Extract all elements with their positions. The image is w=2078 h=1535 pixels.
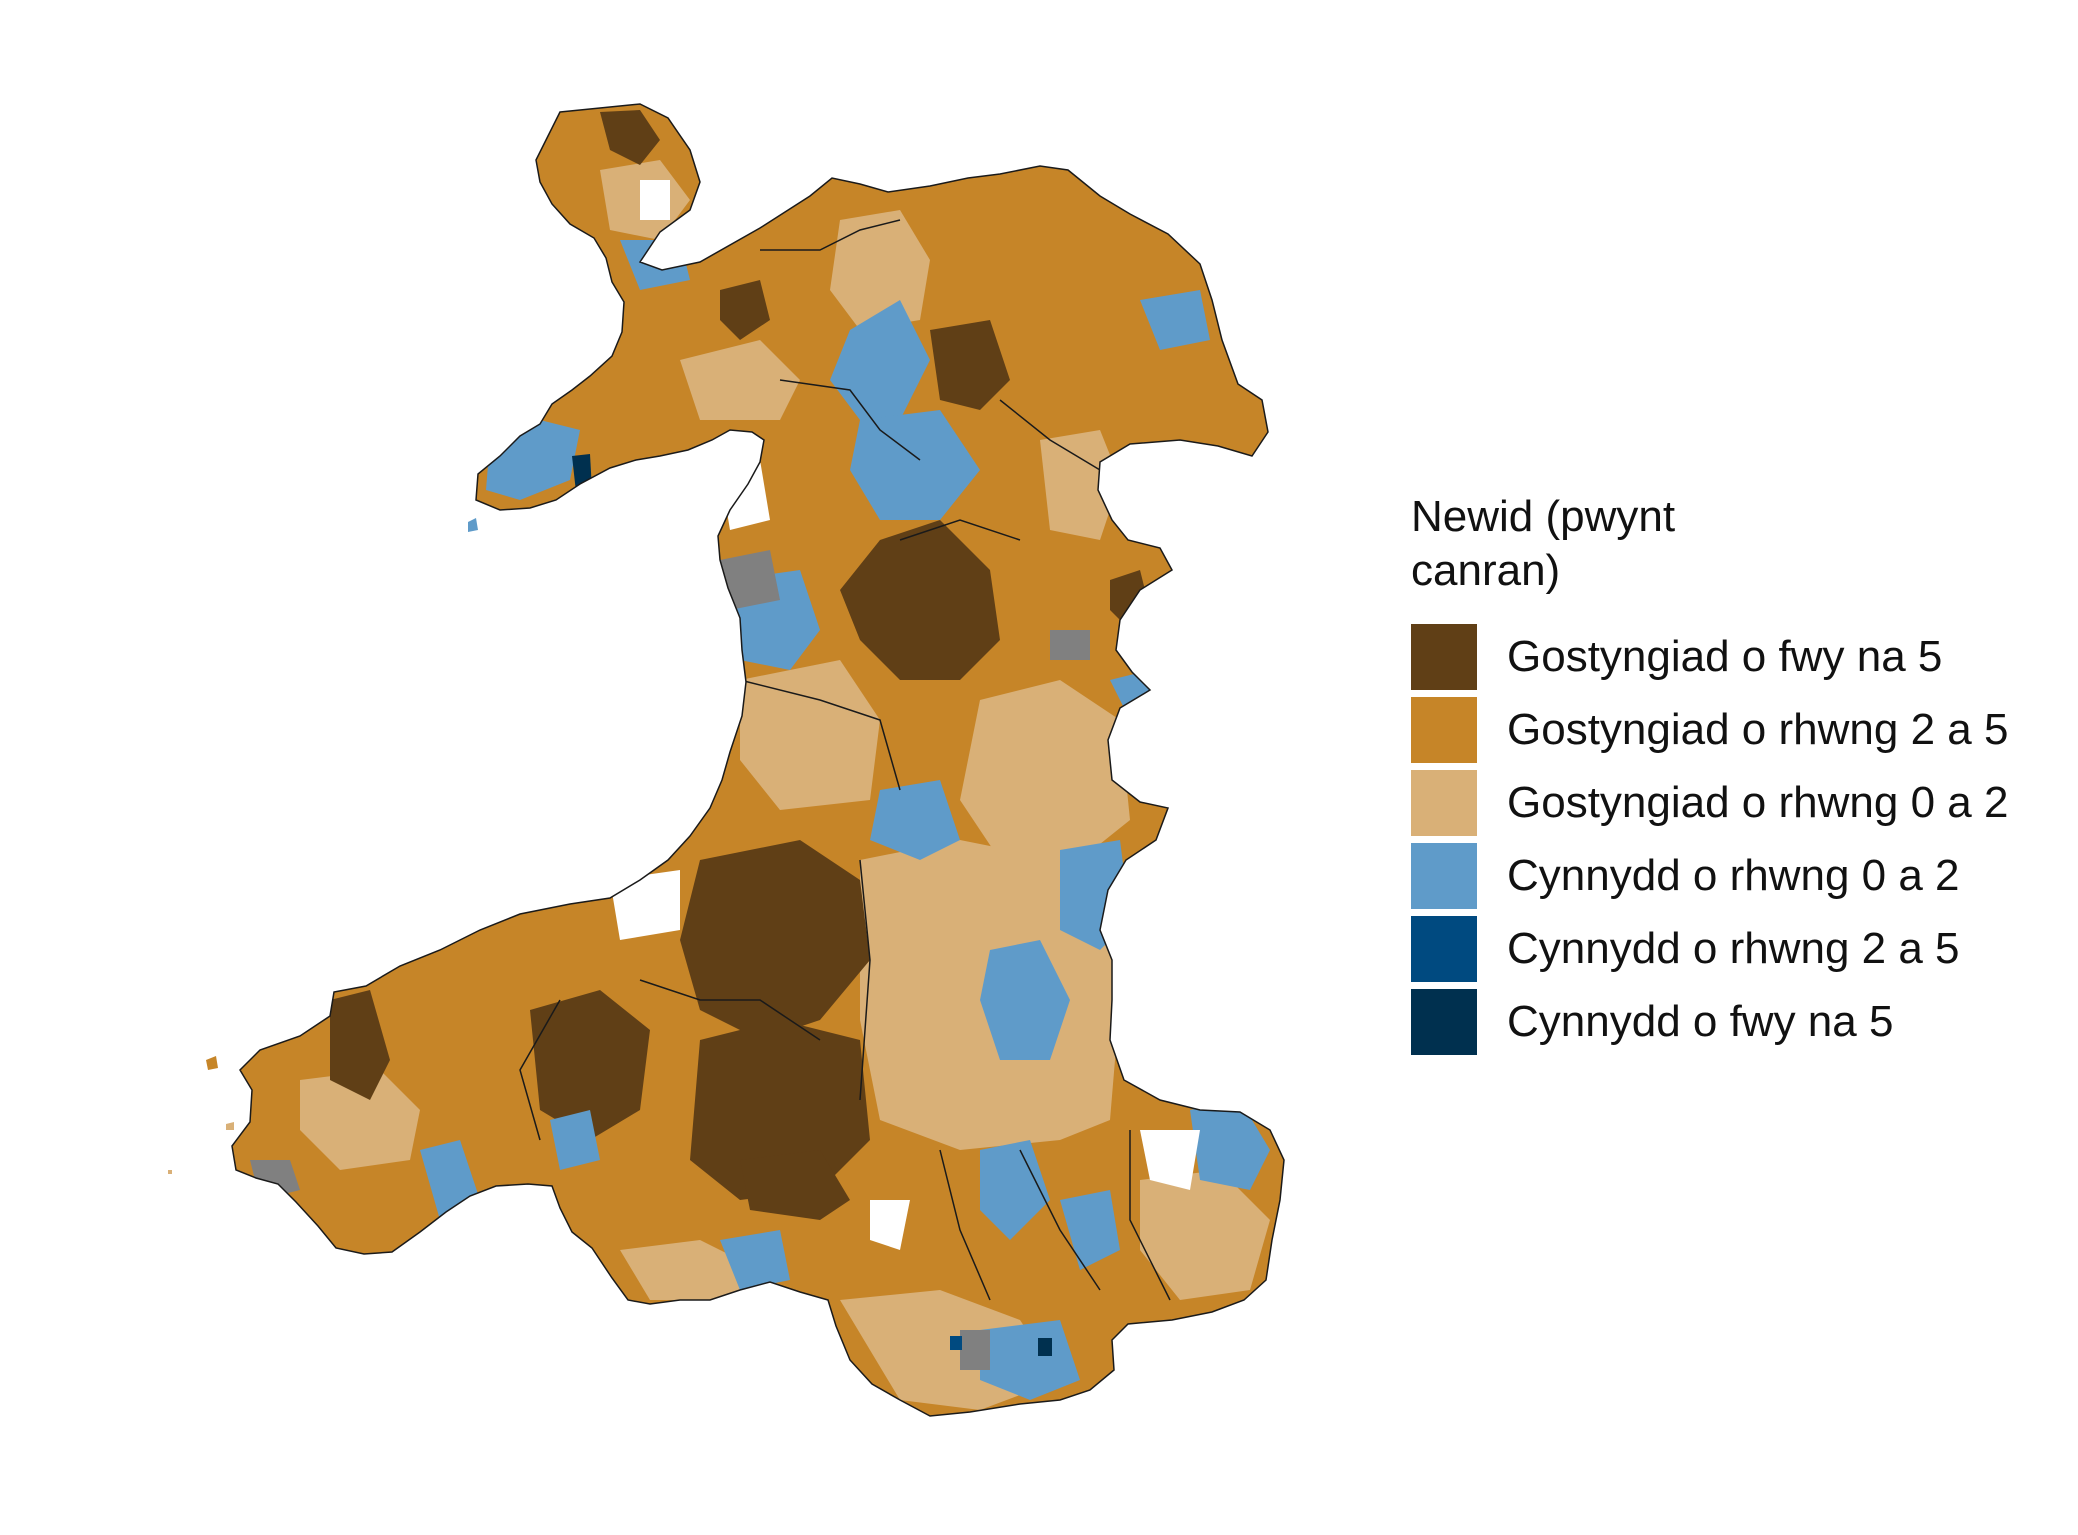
region-grey-1 xyxy=(720,550,780,610)
legend-label: Gostyngiad o rhwng 0 a 2 xyxy=(1507,777,2009,827)
region-gower xyxy=(620,1240,760,1300)
region-abergavenny-blue xyxy=(1190,1100,1270,1190)
region-pembroke-northwest xyxy=(330,990,390,1100)
region-navy-3 xyxy=(950,1336,962,1350)
region-white-3 xyxy=(1140,1130,1200,1190)
region-fishguard-blue xyxy=(550,1110,600,1170)
legend-swatch xyxy=(1411,696,1477,763)
legend-label: Cynnydd o fwy na 5 xyxy=(1507,996,1894,1046)
region-pembroke-north xyxy=(530,990,650,1140)
region-white-4 xyxy=(870,1200,910,1250)
region-neath xyxy=(740,1150,850,1220)
region-mid-east xyxy=(960,680,1130,860)
legend-swatch xyxy=(1411,915,1477,982)
region-pembroke-west xyxy=(300,1070,420,1170)
region-snowdonia xyxy=(720,280,770,340)
legend-item: Cynnydd o rhwng 2 a 5 xyxy=(1411,912,2051,985)
region-cardiff-blue xyxy=(980,1320,1080,1400)
legend-item: Cynnydd o fwy na 5 xyxy=(1411,985,2051,1058)
legend-label: Gostyngiad o rhwng 2 a 5 xyxy=(1507,704,2009,754)
region-white-5 xyxy=(640,180,670,220)
legend-title: Newid (pwynt canran) xyxy=(1411,492,1676,595)
region-flint-blue xyxy=(1140,290,1210,350)
authority-borders xyxy=(519,219,1171,1301)
region-white-2 xyxy=(610,870,680,940)
legend-item: Cynnydd o rhwng 0 a 2 xyxy=(1411,839,2051,912)
legend-swatch xyxy=(1411,988,1477,1055)
region-north-central xyxy=(830,210,930,330)
legend-label: Gostyngiad o fwy na 5 xyxy=(1507,631,1943,681)
region-monmouth xyxy=(1140,1170,1270,1300)
legend-item: Gostyngiad o rhwng 0 a 2 xyxy=(1411,766,2051,839)
legend-swatch xyxy=(1411,842,1477,909)
region-bala-blue xyxy=(850,410,980,520)
region-navy-2 xyxy=(1038,1338,1052,1356)
legend-item: Gostyngiad o fwy na 5 xyxy=(1411,620,2051,693)
island-skomer xyxy=(226,1122,234,1130)
legend-label: Cynnydd o rhwng 2 a 5 xyxy=(1507,923,1960,973)
island-ramsey xyxy=(206,1056,218,1070)
legend-item: Gostyngiad o rhwng 2 a 5 xyxy=(1411,693,2051,766)
region-newtown-blue xyxy=(1060,840,1130,950)
region-machynlleth-blue xyxy=(870,780,960,860)
island-caldey xyxy=(168,1170,172,1174)
legend-swatch xyxy=(1411,769,1477,836)
region-valleys-blue-1 xyxy=(980,1140,1050,1240)
legend-label: Cynnydd o rhwng 0 a 2 xyxy=(1507,850,1960,900)
region-grey-4 xyxy=(960,1330,990,1370)
region-valleys-blue-2 xyxy=(1060,1190,1120,1270)
region-llyn xyxy=(680,340,800,420)
region-snowdon-blue xyxy=(830,300,930,420)
region-conwy-south xyxy=(930,320,1010,410)
region-builth-blue xyxy=(980,940,1070,1060)
legend-swatch xyxy=(1411,623,1477,690)
region-meirionnydd xyxy=(840,520,1000,680)
region-carmarthen-south xyxy=(690,1020,870,1200)
region-anglesey-north xyxy=(600,110,660,165)
legend: Newid (pwynt canran) Gostyngiad o fwy na… xyxy=(1411,490,2051,1058)
region-clwyd-east xyxy=(1040,430,1120,540)
region-carmarthen-hills xyxy=(680,840,870,1040)
island-bardsey xyxy=(468,518,478,532)
region-grey-2 xyxy=(1050,630,1090,660)
region-ceredigion-north xyxy=(740,660,880,810)
region-swansea-blue xyxy=(720,1230,790,1290)
